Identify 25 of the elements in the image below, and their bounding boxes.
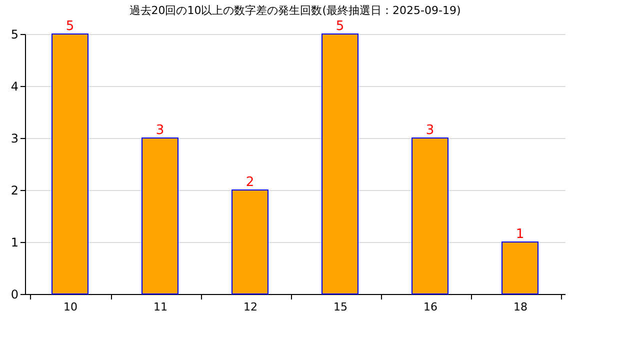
data-label: 3 — [426, 123, 434, 138]
y-tick-label: 3 — [10, 132, 18, 146]
bar — [142, 138, 178, 294]
y-tick-label: 5 — [10, 28, 18, 42]
x-tick-label: 10 — [64, 300, 78, 314]
data-label: 3 — [156, 123, 164, 138]
y-tick-label: 2 — [10, 184, 18, 198]
x-tick-label: 18 — [514, 300, 528, 314]
chart-title: 過去20回の10以上の数字差の発生回数(最終抽選日：2025-09-19) — [129, 4, 461, 17]
y-tick-label: 0 — [10, 288, 18, 302]
bar — [322, 34, 358, 294]
data-label: 2 — [246, 175, 254, 190]
bar — [232, 190, 268, 294]
data-label: 5 — [336, 19, 344, 34]
bar — [412, 138, 448, 294]
x-tick-label: 11 — [154, 300, 168, 314]
data-label: 5 — [66, 19, 74, 34]
bar — [52, 34, 88, 294]
y-tick-label: 1 — [10, 236, 18, 250]
bar — [502, 242, 538, 294]
x-tick-label: 15 — [334, 300, 348, 314]
x-tick-label: 16 — [424, 300, 438, 314]
data-label: 1 — [516, 227, 524, 242]
x-tick-label: 12 — [244, 300, 258, 314]
y-tick-label: 4 — [10, 80, 18, 94]
